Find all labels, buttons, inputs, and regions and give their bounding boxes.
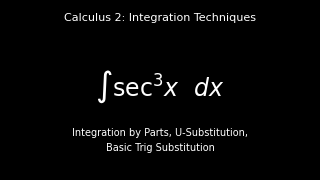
Text: Calculus 2: Integration Techniques: Calculus 2: Integration Techniques	[64, 13, 256, 23]
Text: Integration by Parts, U-Substitution,
Basic Trig Substitution: Integration by Parts, U-Substitution, Ba…	[72, 128, 248, 153]
Text: $\int \sec^3\! x \ \ dx$: $\int \sec^3\! x \ \ dx$	[95, 68, 225, 105]
